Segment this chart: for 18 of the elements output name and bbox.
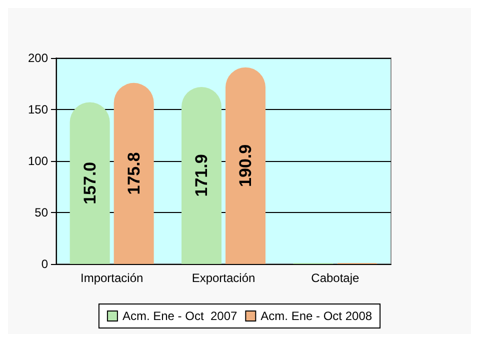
x-tick-label: Exportación <box>192 271 256 285</box>
bar <box>226 67 266 264</box>
bar <box>70 102 110 264</box>
data-label: 190.9 <box>236 144 255 187</box>
y-tick-label: 150 <box>28 102 48 116</box>
y-tick-label: 0 <box>41 257 48 271</box>
x-tick-label: Cabotaje <box>311 271 360 285</box>
legend-label: Acm. Ene - Oct 2008 <box>260 309 372 323</box>
y-tick-label: 200 <box>28 51 48 65</box>
bar <box>114 82 154 264</box>
data-label: 171.9 <box>192 154 211 197</box>
y-tick-label: 50 <box>34 206 48 220</box>
x-tick-label: Importación <box>80 271 144 285</box>
data-label: 157.0 <box>80 162 100 204</box>
legend-label: Acm. Ene - Oct 2007 <box>122 309 238 323</box>
data-label: 175.8 <box>124 152 144 195</box>
bar <box>182 86 222 264</box>
y-tick-label: 100 <box>28 154 48 168</box>
